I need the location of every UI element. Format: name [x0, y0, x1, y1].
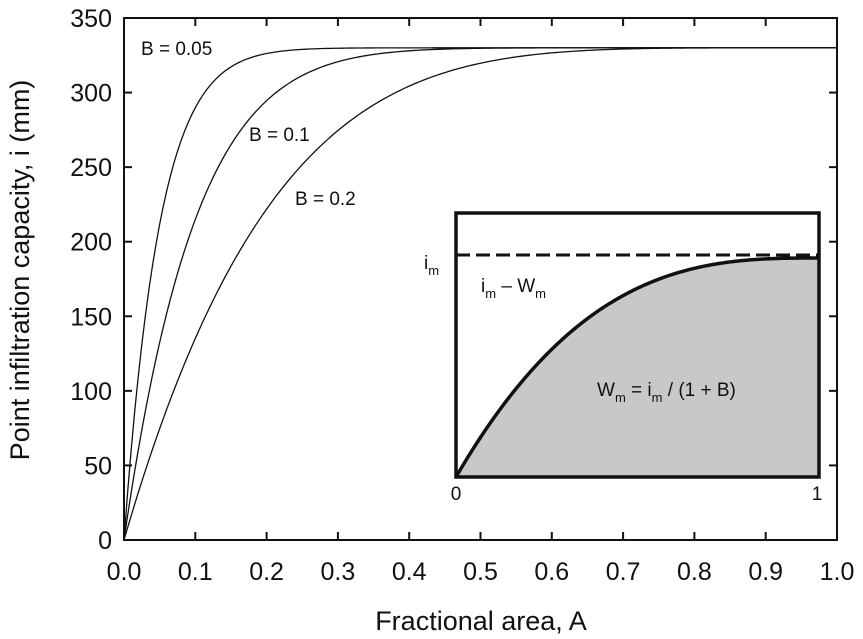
inset-formula-label: Wm = im / (1 + B) [597, 380, 736, 405]
inset-curve [454, 256, 819, 478]
y-tick-label: 150 [70, 303, 112, 331]
x-tick-label: 0.1 [178, 558, 213, 586]
curve-b02 [123, 47, 837, 541]
y-axis-label: Point infiltration capacity, i (mm) [5, 80, 35, 461]
curves [123, 47, 837, 541]
y-tick-label: 300 [70, 80, 112, 108]
x-tick-label: 0.2 [249, 558, 284, 586]
curve-label-b01: B = 0.1 [249, 125, 310, 146]
y-tick-label: 200 [70, 229, 112, 257]
inset-gap-label: im – Wm [481, 276, 546, 301]
inset-x-tick-1: 1 [812, 484, 823, 505]
x-tick-label: 0.6 [534, 558, 569, 586]
y-tick-label: 0 [98, 527, 112, 555]
x-tick-label: 1.0 [820, 558, 855, 586]
x-tick-label: 0.9 [748, 558, 783, 586]
inset-im-label: im [424, 253, 439, 278]
inset-diagram: im im – Wm Wm = im / (1 + B) 0 1 [424, 211, 823, 505]
x-tick-label: 0.8 [677, 558, 712, 586]
x-tick-label: 0.3 [321, 558, 356, 586]
y-axis-ticks: 0 50 100 150 200 250 300 350 [70, 5, 837, 555]
y-tick-label: 50 [84, 452, 112, 480]
inset-x-tick-0: 0 [451, 484, 462, 505]
y-tick-label: 250 [70, 154, 112, 182]
y-tick-label: 350 [70, 5, 112, 33]
x-tick-label: 0.0 [107, 558, 142, 586]
x-tick-label: 0.4 [392, 558, 427, 586]
x-axis-ticks: 0.0 0.1 0.2 0.3 0.4 0.5 0.6 0.7 0.8 0.9 1.0 [107, 18, 855, 586]
inset-shaded-area [456, 258, 819, 477]
x-tick-label: 0.7 [606, 558, 641, 586]
x-axis-label: Fractional area, A [375, 606, 587, 636]
curve-label-b005: B = 0.05 [141, 39, 212, 60]
curve-label-b02: B = 0.2 [295, 189, 356, 210]
inset-frame [454, 211, 821, 479]
y-tick-label: 100 [70, 378, 112, 406]
x-tick-label: 0.5 [463, 558, 498, 586]
